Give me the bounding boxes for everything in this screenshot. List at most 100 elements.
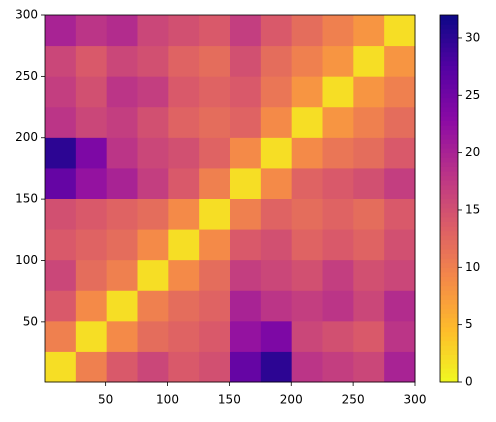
colorbar-step [440,74,458,80]
colorbar-step [440,258,458,264]
colorbar-step [440,262,458,268]
heatmap-cell [137,106,169,138]
colorbar-tick-label: 0 [465,375,473,389]
colorbar-step [440,363,458,369]
heatmap-cell [45,137,77,169]
colorbar-step [440,326,458,333]
colorbar-step [440,148,458,154]
heatmap-cell [230,15,262,47]
heatmap-cell [199,137,231,169]
heatmap-cell [137,198,169,230]
heatmap-cell [168,351,200,383]
heatmap-cell [75,15,108,47]
colorbar-step [440,313,458,319]
colorbar-step [440,97,458,103]
heatmap-cell [230,198,262,230]
heatmap-cell [384,320,416,352]
heatmap-cell [137,45,169,77]
heatmap-cell [230,76,262,108]
colorbar-step [440,271,458,277]
heatmap-cell [384,45,416,77]
heatmap-cell [322,45,354,77]
heatmap-cell [168,290,200,322]
heatmap-cell [75,76,108,108]
heatmap-cell [291,259,323,291]
colorbar-step [440,65,458,71]
colorbar-step [440,203,458,209]
colorbar-step [440,129,458,135]
heatmap-cell [291,15,323,47]
heatmap-cell [168,229,200,261]
colorbar-step [440,354,458,360]
heatmap-cell [106,106,138,138]
colorbar-step [440,193,458,199]
heatmap-cell [75,320,108,352]
heatmap-cell [199,351,231,383]
heatmap-cell [291,76,323,108]
colorbar-step [440,15,458,21]
colorbar-step [440,304,458,310]
colorbar-step [440,345,458,351]
heatmap-cell [322,351,354,383]
colorbar-step [440,336,458,342]
colorbar-step [440,359,458,365]
colorbar-step [440,372,458,378]
colorbar-step [440,125,458,131]
heatmap-cell [322,229,354,261]
colorbar-step [440,161,458,167]
heatmap-cell [137,137,169,169]
heatmap-cell [45,198,77,230]
heatmap-cell [353,106,385,138]
y-tick-label: 100 [15,253,38,267]
heatmap-cell [230,351,262,383]
colorbar-step [440,180,458,186]
colorbar-step [440,349,458,355]
heatmap-cell [384,229,416,261]
heatmap-cell [260,259,293,291]
heatmap-cell [106,15,138,47]
heatmap-cell [322,290,354,322]
colorbar-step [440,60,458,66]
colorbar-step [440,281,458,287]
heatmap-cell [260,76,293,108]
heatmap-cell [75,229,108,261]
colorbar-step [440,294,458,300]
heatmap-cell [168,106,200,138]
heatmap-cell [45,351,77,383]
heatmap-cell [353,76,385,108]
heatmap-cell [260,137,293,169]
colorbar-step [440,290,458,296]
colorbar-step [440,83,458,89]
heatmap-cell [137,76,169,108]
heatmap-cell [199,15,231,47]
x-tick-label: 200 [280,393,303,407]
heatmap-cell [230,167,262,199]
colorbar-step [440,152,458,158]
colorbar-step [440,239,458,245]
heatmap-cell [322,259,354,291]
heatmap-cell [168,137,200,169]
x-tick-label: 300 [404,393,427,407]
colorbar-step [440,221,458,227]
heatmap-cell [291,229,323,261]
heatmap-cell [230,106,262,138]
x-tick-label: 150 [218,393,241,407]
heatmap-cell [353,15,385,47]
heatmap-cell [45,229,77,261]
colorbar-step [440,368,458,374]
heatmap-cell [353,351,385,383]
heatmap-cell [353,45,385,77]
heatmap-cell [75,351,108,383]
colorbar-frame [439,14,459,383]
colorbar-step [440,106,458,112]
y-tick-label: 50 [23,314,38,328]
heatmap-cell [384,76,416,108]
heatmap-cell [353,198,385,230]
heatmap-cell [199,198,231,230]
colorbar-step [440,28,458,34]
colorbar-step [440,285,458,291]
heatmap-cell [45,15,77,47]
colorbar-step [440,170,458,177]
colorbar-tick-label: 30 [465,30,480,44]
colorbar-step [440,42,458,48]
